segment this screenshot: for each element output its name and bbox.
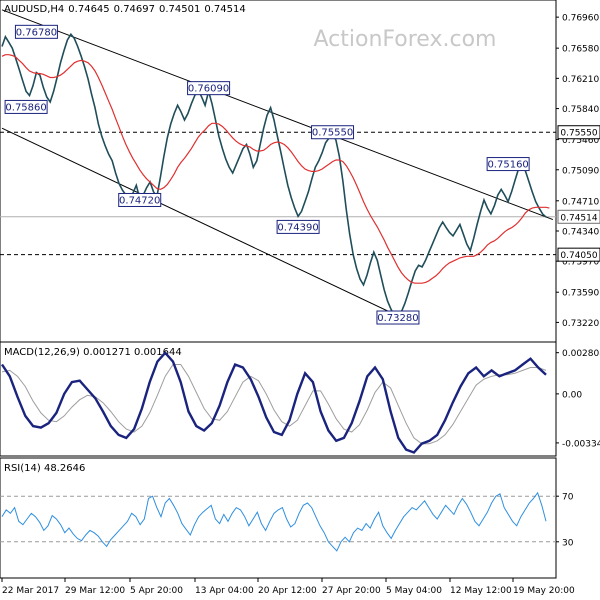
- annotation-label-3: 0.74720: [119, 195, 160, 206]
- price-tick-label-9: 0.73590: [562, 289, 599, 299]
- rsi-tick-label-1: 30: [562, 538, 574, 548]
- level-label-1: 0.74050: [560, 251, 597, 261]
- moving-average-line: [1, 54, 550, 284]
- annotation-label-1: 0.75860: [5, 102, 46, 113]
- macd-y-axis: 0.002808 0.00 -0.003344: [556, 349, 600, 449]
- x-tick-label-8: 19 May 20:00: [513, 586, 575, 596]
- level-label-box-2: [557, 209, 600, 224]
- annotation-label-0: 0.76780: [16, 27, 57, 38]
- watermark: ActionForex.com: [314, 27, 497, 52]
- annotation-box-7: [486, 157, 530, 172]
- annotation-box-5: [276, 219, 320, 234]
- annotation-box-3: [118, 192, 162, 207]
- annotation-label-7: 0.75160: [487, 160, 528, 171]
- header-open: 0.74645: [68, 4, 109, 15]
- price-tick-label-7: 0.74340: [562, 227, 599, 237]
- annotation-label-2: 0.76090: [188, 84, 229, 95]
- price-plot-area: 0.76780 0.75860 0.76090 0.74720 0.75550 0.743…: [0, 9, 556, 325]
- annotation-box-2: [187, 81, 231, 96]
- price-tick-label-1: 0.76580: [562, 45, 599, 55]
- x-tick-label-1: 29 Mar 12:00: [65, 586, 125, 596]
- level-label-2: 0.74514: [560, 213, 597, 223]
- header-close: 0.74514: [204, 4, 245, 15]
- rsi-panel-frame: [0, 457, 557, 579]
- price-tick-label-4: 0.75460: [562, 136, 599, 146]
- rsi-panel: RSI(14) 48.2646 70 30: [0, 457, 574, 579]
- macd-plot-area: [0, 350, 547, 454]
- x-tick-label-0: 22 Mar 2017: [2, 586, 59, 596]
- macd-macd-line: [0, 350, 547, 454]
- price-tick-label-0: 0.76960: [562, 14, 599, 24]
- channel-line-1: [1, 127, 416, 325]
- price-tick-label-8: 0.73970: [562, 258, 599, 268]
- price-tick-label-6: 0.74710: [562, 197, 599, 207]
- annotation-label-4: 0.75550: [312, 128, 353, 139]
- level-label-box-0: [557, 125, 600, 140]
- header-low: 0.74501: [159, 4, 200, 15]
- x-tick-label-5: 27 Apr 20:00: [322, 586, 381, 596]
- macd-tick-label-0: 0.002808: [562, 349, 600, 359]
- rsi-plot-area: [0, 491, 556, 552]
- x-tick-label-2: 5 Apr 20:00: [130, 586, 183, 596]
- rsi-label: RSI(14) 48.2646: [4, 463, 85, 474]
- x-tick-label-7: 12 May 12:00: [450, 586, 512, 596]
- price-panel: ActionForex.com AUDUSD,H4 0.74645 0.74697 0…: [0, 0, 600, 343]
- price-header: AUDUSD,H4 0.74645 0.74697 0.74501 0.74514: [4, 4, 246, 15]
- x-tick-label-3: 13 Apr 04:00: [195, 586, 254, 596]
- macd-panel: MACD(12,26,9) 0.001271 0.001644 0.002808…: [0, 341, 600, 457]
- price-tick-label-3: 0.75840: [562, 105, 599, 115]
- time-x-axis: 22 Mar 2017 29 Mar 12:00 5 Apr 20:00 13 Apr…: [1, 578, 575, 596]
- x-tick-label-4: 20 Apr 12:00: [258, 586, 317, 596]
- rsi-y-axis: 70 30: [556, 493, 574, 548]
- annotation-label-5: 0.74390: [277, 222, 318, 233]
- price-line: [1, 32, 547, 319]
- macd-tick-label-1: 0.00: [562, 390, 582, 400]
- price-y-axis: 0.76960 0.76580 0.76210 0.75840 0.75460 0.750…: [556, 14, 600, 329]
- price-tick-label-2: 0.76210: [562, 75, 599, 85]
- level-label-0: 0.75550: [560, 129, 597, 139]
- x-tick-label-6: 5 May 04:00: [386, 586, 442, 596]
- header-symbol: AUDUSD,H4: [4, 4, 64, 15]
- macd-panel-frame: [0, 341, 557, 457]
- price-tick-label-10: 0.73220: [562, 319, 599, 329]
- annotation-box-0: [14, 24, 58, 39]
- macd-label: MACD(12,26,9) 0.001271 0.001644: [4, 347, 182, 358]
- price-tick-label-5: 0.75090: [562, 166, 599, 176]
- channel-line-0: [1, 9, 554, 221]
- annotation-box-1: [4, 99, 48, 114]
- rsi-tick-label-0: 70: [562, 493, 574, 503]
- level-label-box-1: [557, 247, 600, 262]
- annotation-box-6: [376, 310, 420, 325]
- header-high: 0.74697: [114, 4, 155, 15]
- annotation-label-6: 0.73280: [377, 313, 418, 324]
- macd-tick-label-2: -0.003344: [562, 439, 600, 449]
- rsi-line: [1, 491, 547, 552]
- annotation-box-4: [311, 125, 355, 140]
